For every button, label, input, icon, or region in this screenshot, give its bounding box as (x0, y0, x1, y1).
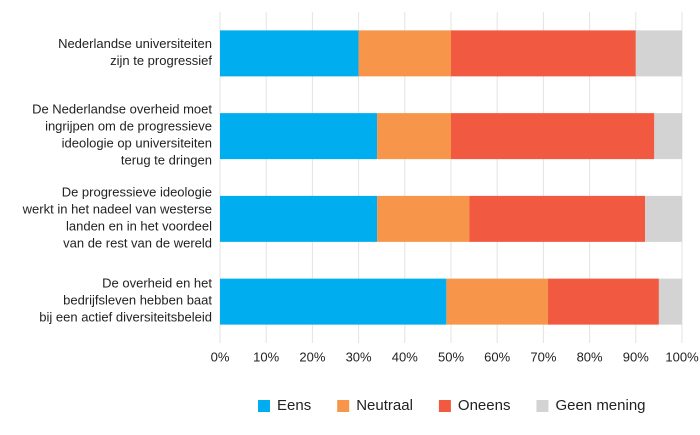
x-tick-label: 10% (253, 349, 279, 364)
label-line: De overheid en het (102, 276, 212, 291)
label-line: De Nederlandse overheid moet (32, 102, 212, 117)
label-line: ideologie op universiteiten (62, 136, 212, 151)
label-line: bij een actief diversiteitsbeleid (39, 310, 212, 325)
legend-label: Geen mening (555, 397, 645, 414)
bar-segment (220, 113, 378, 160)
label-line: Nederlandse universiteiten (58, 36, 212, 51)
bar-segment (645, 195, 682, 242)
label-line: De progressieve ideologie (62, 185, 212, 200)
bar-segment (358, 30, 451, 77)
bar-segment (469, 195, 646, 242)
bar-segment (220, 278, 447, 325)
x-tick-label: 100% (665, 349, 699, 364)
bar-segment (377, 113, 451, 160)
bar-segment (451, 30, 636, 77)
category-label: Nederlandse universiteiten zijn te progre… (58, 36, 212, 68)
legend-swatch (438, 400, 451, 412)
label-line: zijn te progressief (110, 53, 212, 68)
label-line: terug te dringen (121, 153, 212, 168)
legend-swatch (536, 400, 549, 412)
x-tick-label: 30% (346, 349, 372, 364)
bar-segment (548, 278, 659, 325)
bar-segment (220, 195, 378, 242)
legend-label: Eens (277, 397, 311, 414)
x-tick-label: 60% (484, 349, 510, 364)
bar-segment (635, 30, 682, 77)
x-tick-label: 0% (211, 349, 230, 364)
bar-segment (446, 278, 549, 325)
category-label: De Nederlandse overheid moet ingrijpen om… (32, 102, 212, 168)
legend-label: Oneens (458, 397, 511, 414)
category-label: De progressieve ideologie werkt in het na… (22, 185, 212, 251)
label-line: landen en in het voordeel (66, 219, 212, 234)
label-line: van de rest van de wereld (63, 236, 212, 251)
x-tick-label: 90% (623, 349, 649, 364)
label-line: werkt in het nadeel van westerse (22, 202, 212, 217)
legend-swatch (258, 400, 270, 412)
label-line: ingrijpen om de progressieve (45, 119, 212, 134)
x-tick-label: 70% (530, 349, 556, 364)
bar-segment (451, 113, 655, 160)
label-line: bedrijfsleven hebben baat (63, 293, 212, 308)
x-tick-label: 20% (299, 349, 325, 364)
category-label: De overheid en het bedrijfsleven hebben b… (39, 276, 212, 325)
bar-segment (377, 195, 470, 242)
x-tick-label: 40% (392, 349, 418, 364)
legend-label: Neutraal (356, 397, 413, 414)
x-tick-label: 50% (438, 349, 464, 364)
bar-segment (220, 30, 359, 77)
legend-swatch (337, 400, 350, 412)
bar-segment (654, 113, 682, 160)
bar-segment (658, 278, 682, 325)
x-tick-label: 80% (577, 349, 603, 364)
